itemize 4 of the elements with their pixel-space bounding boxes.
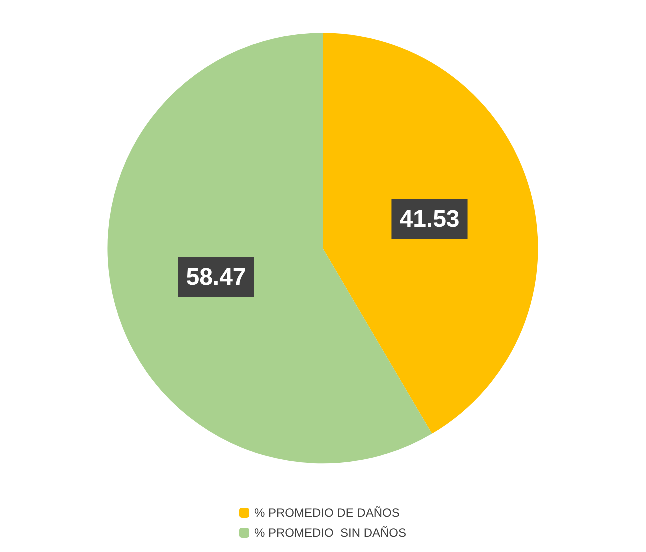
data-label: 58.47 [186, 264, 246, 291]
legend-label: % PROMEDIO DE DAÑOS [254, 506, 400, 520]
legend-label: % PROMEDIO SIN DAÑOS [254, 526, 407, 540]
data-label: 41.53 [400, 206, 460, 233]
